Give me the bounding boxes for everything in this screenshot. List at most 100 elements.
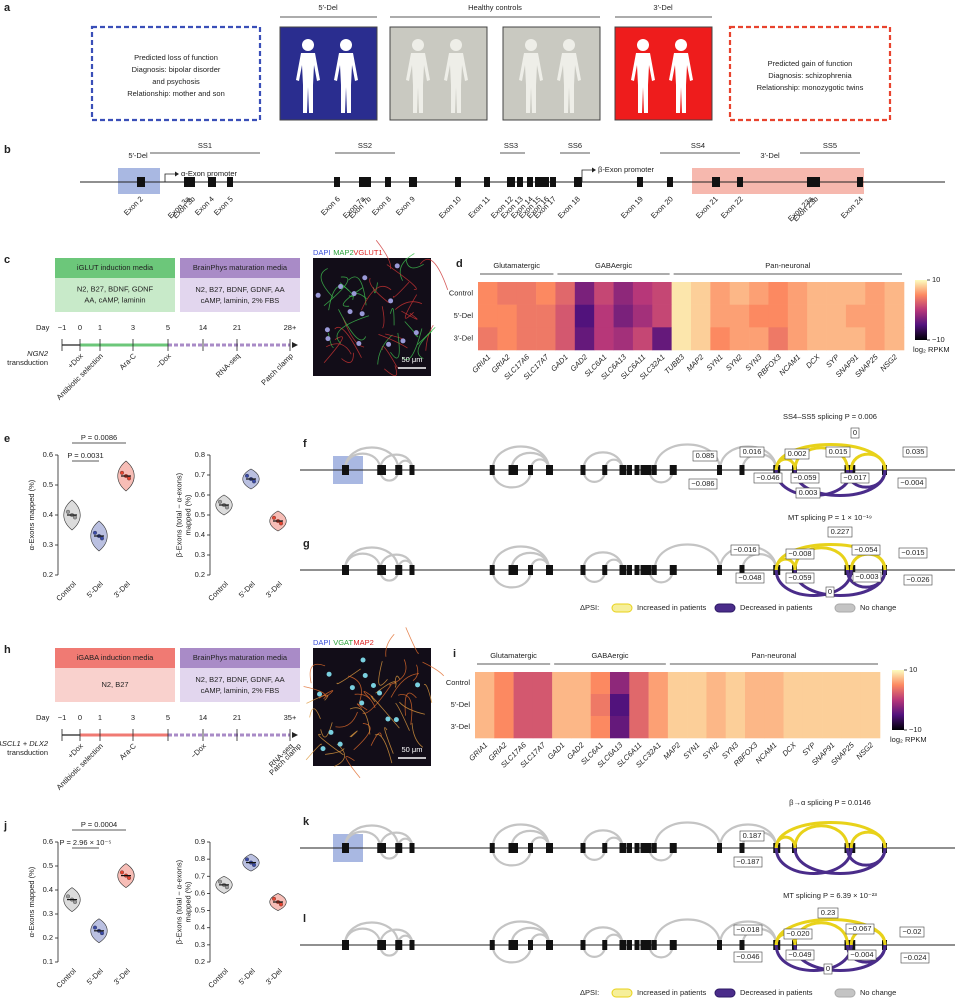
splice-arc <box>491 847 533 867</box>
heatmap-cell <box>807 304 827 328</box>
label: Exon 6 <box>319 194 342 217</box>
label: 1 <box>98 323 102 332</box>
label: mapped (%) <box>183 494 192 535</box>
label: −0.003 <box>855 572 878 581</box>
exon <box>455 177 461 187</box>
label: Glutamatergic <box>493 261 540 270</box>
neurite <box>423 684 433 703</box>
label-box <box>902 446 928 458</box>
label: Day <box>36 323 50 332</box>
splice-arc <box>774 543 887 571</box>
arrowhead <box>292 732 298 738</box>
neurite <box>336 315 370 344</box>
heatmap-cell <box>865 282 885 305</box>
exon <box>377 843 383 853</box>
replicate-dot <box>225 885 229 890</box>
splice-arc <box>491 569 533 589</box>
neurite <box>318 733 344 756</box>
neurite <box>417 327 436 345</box>
label: −10 <box>909 725 922 734</box>
exon <box>377 465 383 475</box>
label: GABAergic <box>591 651 628 660</box>
heatmap-cell <box>745 672 765 695</box>
exon <box>602 940 608 950</box>
exon <box>528 940 533 950</box>
heatmap-cell <box>590 672 611 695</box>
arrowhead <box>175 171 179 177</box>
replicate-dot <box>272 515 276 520</box>
exon <box>528 843 533 853</box>
legend-swatch <box>714 603 736 613</box>
neurite <box>306 694 329 704</box>
label-box <box>795 487 821 499</box>
label-box <box>733 856 763 868</box>
nucleus <box>415 682 421 688</box>
label: 0.4 <box>43 510 53 519</box>
heatmap-cell <box>513 716 534 739</box>
label: −0.046 <box>756 473 779 482</box>
panel-letter: g <box>303 538 310 550</box>
panel-letter: e <box>4 433 10 445</box>
exon <box>637 177 643 187</box>
exon <box>189 177 195 187</box>
heatmap-cell <box>478 327 498 351</box>
exon <box>640 843 648 853</box>
exon <box>739 465 745 475</box>
heatmap-cell <box>610 716 630 739</box>
label: 0.6 <box>43 837 53 846</box>
neurite <box>325 343 352 355</box>
label: MT splicing P = 6.39 × 10⁻²³ <box>783 891 877 900</box>
exon <box>574 177 582 187</box>
label: −Dox <box>189 741 208 760</box>
heatmap-cell <box>571 672 592 695</box>
label: Control <box>206 966 230 990</box>
heatmap-cell <box>667 716 688 739</box>
label: 3′-Del <box>454 334 474 343</box>
heatmap-cell <box>841 672 862 695</box>
neurite <box>392 281 410 298</box>
exon <box>669 465 677 475</box>
label: Exon 21 <box>694 194 720 220</box>
splice-arc <box>582 469 607 483</box>
neurite <box>390 332 400 359</box>
label: 14 <box>199 323 207 332</box>
replicate-dot <box>127 476 131 481</box>
label: NCAM1 <box>754 740 779 765</box>
exon <box>669 565 677 575</box>
label: α-Exons mapped (%) <box>27 479 36 550</box>
heatmap-cell <box>826 304 847 328</box>
exon <box>634 940 640 950</box>
exon <box>489 565 495 575</box>
splice-arc <box>491 469 533 489</box>
nucleus <box>388 298 394 304</box>
exon <box>602 465 608 475</box>
label: Exon 24 <box>839 194 865 220</box>
family-box <box>279 26 378 121</box>
exon <box>619 843 627 853</box>
heatmap-cell <box>706 716 727 739</box>
splice-arc <box>793 824 849 849</box>
exon <box>342 843 349 853</box>
heatmap-cell <box>590 694 611 717</box>
exon <box>640 565 648 575</box>
label: SS4–SS5 splicing P = 0.006 <box>783 412 877 421</box>
label: 35+ <box>284 713 297 722</box>
heatmap-cell <box>783 672 804 695</box>
label: −0.004 <box>850 950 873 959</box>
label: Ara-C <box>118 741 139 762</box>
replicate-dot <box>73 900 77 904</box>
exon <box>627 465 632 475</box>
exon <box>484 177 490 187</box>
label: −0.059 <box>788 573 811 582</box>
splice-arc <box>343 824 400 849</box>
label: −Dox <box>154 351 173 370</box>
label: P = 2.96 × 10⁻⁵ <box>60 838 112 847</box>
neurite <box>362 684 392 714</box>
label: 0.7 <box>195 871 205 880</box>
splice-arc <box>774 569 853 597</box>
splice-arc <box>582 847 607 861</box>
label-box <box>845 923 875 935</box>
exon <box>409 843 415 853</box>
panel-letter: c <box>4 254 10 266</box>
neurite <box>404 692 417 716</box>
